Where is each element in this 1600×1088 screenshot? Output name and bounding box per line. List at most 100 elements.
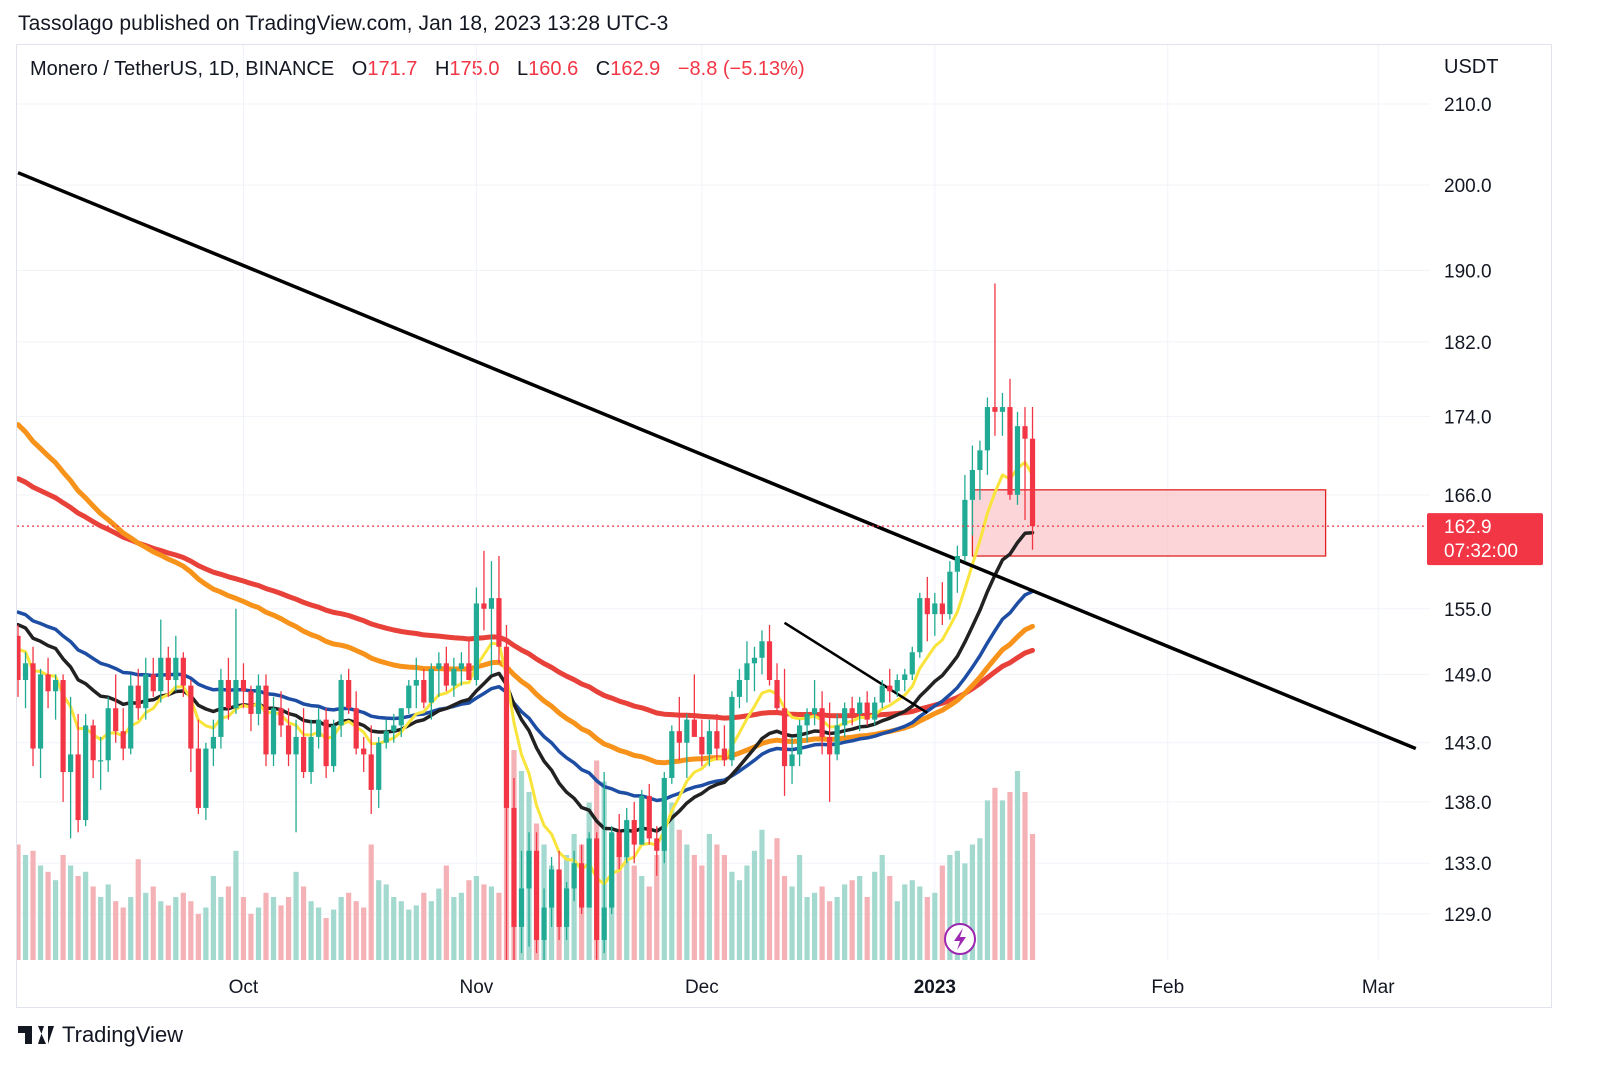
volume-bar (135, 859, 141, 960)
volume-bar (233, 850, 239, 960)
candle-body (744, 663, 750, 681)
volume-bar (857, 876, 863, 960)
candle-body (954, 556, 960, 572)
volume-bar (834, 897, 840, 960)
high-label: H (434, 58, 450, 80)
candle-body (443, 663, 449, 686)
candle-body (999, 407, 1006, 412)
candle-body (173, 657, 179, 681)
volume-bar (165, 905, 171, 960)
candle-body (451, 668, 457, 686)
candle-body (706, 731, 712, 755)
volume-bar (827, 901, 833, 960)
price-tick-label: 149.0 (1444, 665, 1492, 686)
volume-bar (353, 901, 359, 960)
volume-bar (300, 886, 307, 960)
volume-bar (661, 813, 667, 960)
candle-body (526, 850, 532, 889)
candle-body (135, 685, 141, 709)
candle-body (624, 820, 630, 858)
candle-body (285, 725, 292, 755)
volume-bar (796, 855, 803, 960)
candle-body (225, 680, 232, 709)
volume-bar (278, 905, 284, 960)
volume-bar (383, 884, 389, 960)
candle-body (353, 708, 359, 749)
candle-body (729, 696, 735, 761)
candle-body (849, 708, 855, 714)
volume-bar (969, 844, 976, 960)
candle-body (346, 680, 352, 709)
candle-body (857, 702, 863, 714)
high-value: 175.0 (449, 58, 500, 80)
volume-bar (962, 863, 968, 960)
chart-frame[interactable] (16, 44, 1552, 1008)
candle-body (248, 691, 254, 714)
volume-bar (37, 865, 44, 960)
candle-body (909, 652, 915, 675)
tradingview-logo-icon (18, 1026, 54, 1044)
volume-bar (811, 892, 818, 960)
candle-body (421, 680, 427, 703)
candle-body (1007, 407, 1013, 495)
candle-body (210, 736, 216, 749)
candle-body (691, 719, 697, 737)
volume-bar (436, 888, 442, 960)
price-tag-countdown: 07:32:00 (1444, 541, 1518, 562)
volume-bar (451, 897, 457, 960)
candle-body (654, 838, 660, 851)
volume-bar (391, 897, 397, 960)
candle-body (661, 777, 667, 851)
volume-bar (316, 907, 322, 960)
price-tick-label: 210.0 (1444, 95, 1492, 116)
volume-bar (954, 850, 960, 960)
candle-body (842, 708, 848, 726)
candle-body (721, 748, 728, 761)
volume-bar (736, 880, 743, 960)
volume-bar (323, 918, 329, 960)
candle-body (586, 838, 592, 908)
time-axis: Oct Nov Dec 2023 Feb Mar (229, 977, 1396, 998)
candles (17, 283, 1036, 960)
candle-body (879, 685, 885, 703)
volume-bar (774, 838, 780, 960)
flash-icon[interactable] (944, 923, 976, 955)
candle-body (255, 685, 262, 714)
volume-bar (443, 865, 449, 960)
volume-bar (150, 886, 156, 960)
volume-bar (849, 880, 855, 960)
volume-bar (421, 892, 427, 960)
volume-bar (894, 901, 900, 960)
open-value: 171.7 (367, 58, 418, 80)
time-tick-label: Nov (460, 977, 494, 998)
volume-bar (624, 855, 630, 960)
volume-bar (308, 901, 314, 960)
short-trendline (783, 621, 928, 714)
candle-body (376, 742, 382, 790)
candle-body (669, 731, 675, 778)
candle-body (75, 754, 81, 821)
candle-body (300, 736, 307, 773)
candle-body (165, 657, 171, 681)
trendlines (17, 171, 1417, 751)
volume-bar (406, 909, 412, 960)
candle-body (563, 888, 570, 927)
candle-body (646, 795, 652, 839)
candle-body (218, 680, 224, 737)
candle-body (819, 708, 825, 737)
symbol-name: Monero / TetherUS, 1D, BINANCE (30, 58, 335, 80)
volume-bar (902, 884, 908, 960)
price-axis-unit: USDT (1444, 56, 1499, 78)
volume-bar (128, 897, 134, 960)
candle-body (338, 680, 344, 726)
candle-body (128, 685, 134, 749)
volume-bar (105, 884, 111, 960)
volume-bar (706, 834, 712, 960)
volume-bar (398, 901, 404, 960)
volume-bar (188, 901, 194, 960)
candle-body (962, 499, 968, 557)
candle-body (391, 725, 397, 732)
volume-bar (676, 829, 682, 960)
volume-bar (481, 884, 487, 960)
